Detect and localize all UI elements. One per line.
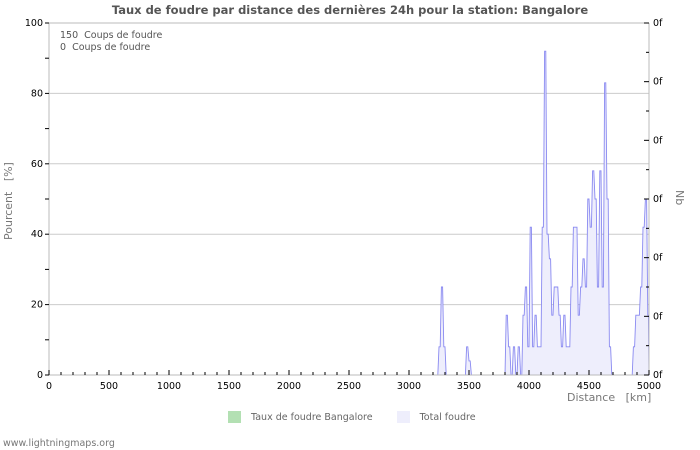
svg-text:0: 0 [37, 370, 43, 381]
svg-text:0f: 0f [653, 18, 663, 29]
svg-text:0f: 0f [653, 253, 663, 264]
svg-text:0: 0 [46, 381, 52, 392]
svg-text:3500: 3500 [457, 381, 481, 392]
svg-text:0f: 0f [653, 135, 663, 146]
svg-text:0f: 0f [653, 370, 663, 381]
svg-text:1000: 1000 [157, 381, 181, 392]
x-axis-label: Distance [km] [567, 391, 652, 404]
svg-text:40: 40 [31, 229, 43, 240]
svg-text:0f: 0f [653, 194, 663, 205]
chart-title: Taux de foudre par distance des dernière… [111, 3, 589, 17]
y-axis-label: Pourcent [%] [2, 162, 15, 240]
svg-text:4000: 4000 [517, 381, 541, 392]
x-axis-ticks: 0 500 1000 1500 2000 2500 3000 3500 4000 4500 5000 [46, 370, 661, 392]
svg-text:80: 80 [31, 88, 43, 99]
svg-text:60: 60 [31, 159, 43, 170]
legend: Taux de foudre Bangalore Total foudre [228, 411, 500, 423]
svg-text:2000: 2000 [277, 381, 301, 392]
svg-text:100: 100 [25, 18, 43, 29]
note-total-strikes: 150 Coups de foudre [60, 30, 163, 41]
svg-text:0f: 0f [653, 311, 663, 322]
svg-text:500: 500 [100, 381, 118, 392]
legend-label: Taux de foudre Bangalore [251, 411, 373, 423]
y-axis-ticks: 0 20 40 60 80 100 [25, 18, 49, 381]
svg-text:20: 20 [31, 300, 43, 311]
legend-swatch-lavender [396, 411, 410, 423]
svg-text:3000: 3000 [397, 381, 421, 392]
legend-item-total: Total foudre [396, 411, 476, 423]
svg-text:4500: 4500 [577, 381, 601, 392]
legend-swatch-green [228, 411, 241, 423]
data-area-total-foudre [436, 50, 650, 376]
y2-axis-ticks: 0f 0f 0f 0f 0f 0f 0f [644, 18, 663, 381]
legend-label: Total foudre [419, 411, 476, 423]
footer-source-link[interactable]: www.lightningmaps.org [3, 438, 115, 449]
y2-axis-label: Nb [673, 190, 686, 206]
svg-text:1500: 1500 [217, 381, 241, 392]
svg-text:2500: 2500 [337, 381, 361, 392]
note-station-strikes: 0 Coups de foudre [60, 42, 151, 53]
svg-text:5000: 5000 [637, 381, 661, 392]
svg-text:0f: 0f [653, 77, 663, 88]
legend-item-station: Taux de foudre Bangalore [228, 411, 373, 423]
gridlines [49, 92, 649, 306]
